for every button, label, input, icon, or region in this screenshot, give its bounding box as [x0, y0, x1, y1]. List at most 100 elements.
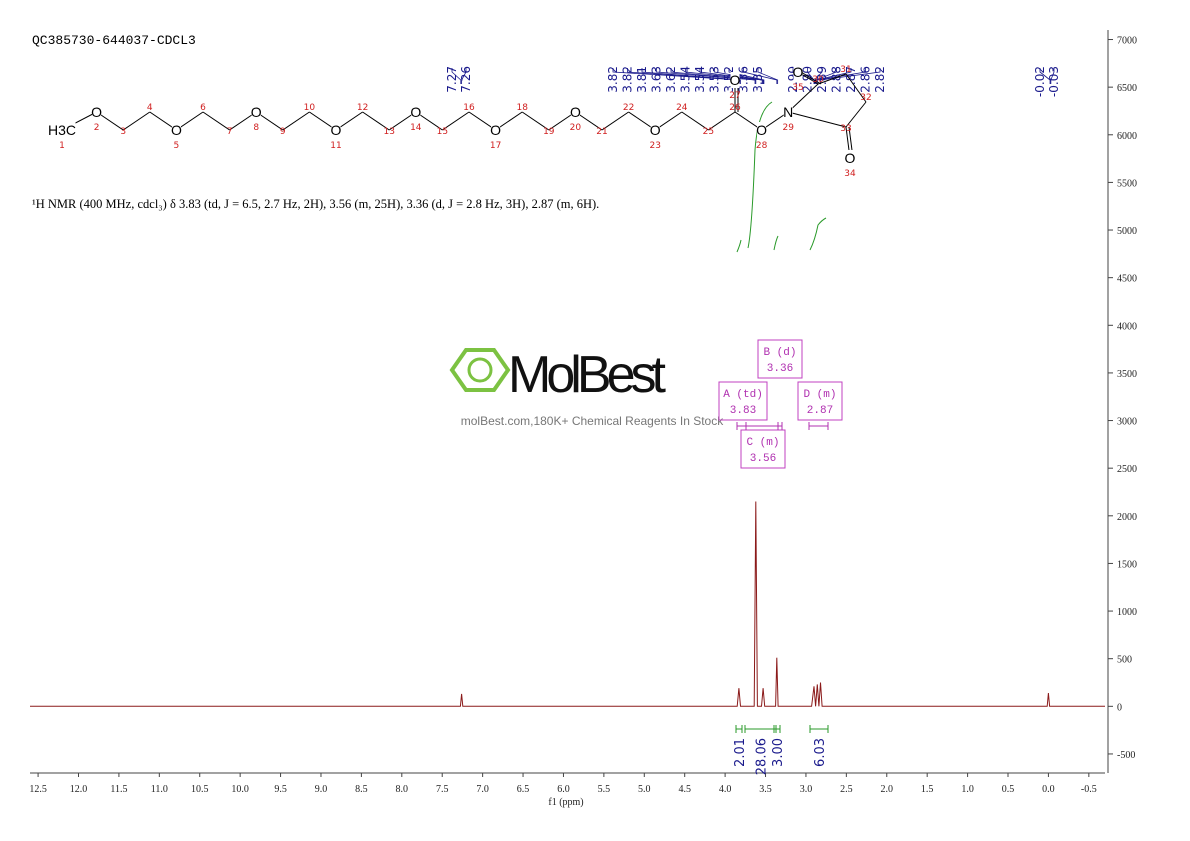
atom-number: 3: [120, 127, 126, 137]
atom-number: 25: [703, 127, 714, 137]
multiplet-box: [757, 339, 803, 379]
atom-symbol: O: [251, 104, 262, 120]
peak-connector: [757, 68, 779, 84]
atom-symbol: O: [650, 122, 661, 138]
x-tick-label: 6.0: [557, 784, 570, 795]
atom-symbol: O: [570, 104, 581, 120]
atom-symbol: O: [331, 122, 342, 138]
atom-number: 11: [330, 141, 341, 151]
bond: [601, 111, 629, 131]
atom-symbol: O: [756, 122, 767, 138]
multiplet-label: D (m): [803, 389, 836, 401]
multiplet-shift: 3.36: [767, 363, 793, 375]
nmr-description: ¹H NMR (400 MHz, cdcl₃) δ 3.83 (td, J = …: [32, 197, 600, 211]
atom-number: 15: [437, 127, 448, 137]
atom-bg: [411, 104, 421, 120]
bond: [800, 71, 822, 85]
logo: [449, 348, 511, 392]
peak-label: 3.35: [751, 66, 765, 93]
y-tick-label: 3000: [1117, 417, 1137, 428]
x-tick-label: 4.5: [678, 784, 691, 795]
peak-connector: [1050, 68, 1055, 84]
y-tick-label: 4000: [1117, 321, 1137, 332]
x-tick-label: 12.0: [70, 784, 88, 795]
bond: [787, 83, 819, 113]
y-tick-label: 7000: [1117, 36, 1137, 47]
brand: MolBest: [508, 346, 667, 404]
x-tick-label: 5.5: [598, 784, 611, 795]
atom-number: 7: [227, 127, 233, 137]
multiplet-shift: 2.87: [807, 405, 833, 417]
y-tick-label: 1000: [1117, 607, 1137, 618]
chart-title: QC385730-644037-CDCL3: [32, 33, 196, 48]
x-tick-label: 3.0: [800, 784, 813, 795]
peak-connector: [743, 68, 778, 84]
atom-bg: [48, 122, 76, 138]
y-tick-label: 3500: [1117, 369, 1137, 380]
multiplet-box: [797, 381, 843, 421]
atom-symbol: O: [490, 122, 501, 138]
atom-number: 13: [383, 127, 394, 137]
y-tick-label: 2000: [1117, 512, 1137, 523]
bond: [788, 111, 847, 128]
atom-bg: [92, 104, 102, 120]
bond: [845, 101, 867, 128]
x-tick-label: 9.0: [315, 784, 328, 795]
atom-number: 22: [623, 103, 634, 113]
atom-bg: [251, 104, 261, 120]
y-tick-label: 6500: [1117, 83, 1137, 94]
y-tick-label: 5500: [1117, 178, 1137, 189]
integral-bracket: [809, 725, 829, 733]
x-tick-label: 1.0: [961, 784, 974, 795]
integral-bracket: [735, 725, 743, 733]
y-tick-label: 500: [1117, 655, 1132, 666]
atom-symbol: O: [91, 104, 102, 120]
x-tick-label: 11.0: [151, 784, 168, 795]
x-tick-label: 0.0: [1042, 784, 1055, 795]
atom-number: 12: [357, 103, 368, 113]
peak-connector: [820, 68, 881, 84]
atom-symbol: O: [410, 104, 421, 120]
peak-connector: [451, 68, 462, 84]
atom-bg: [171, 122, 181, 138]
bond: [708, 111, 736, 131]
atom-number: 35: [792, 83, 803, 93]
atom-bg: [845, 150, 855, 166]
bond: [442, 111, 470, 131]
atom-number: 19: [543, 127, 555, 137]
x-tick-label: 1.5: [921, 784, 934, 795]
atom-number: 9: [280, 127, 286, 137]
peak-label: 2.90: [801, 66, 815, 93]
bond: [282, 111, 310, 131]
multiplet-shift: 3.83: [730, 405, 756, 417]
x-tick-label: 5.0: [638, 784, 651, 795]
atom-number: 14: [410, 123, 422, 133]
atom-symbol: O: [793, 64, 804, 80]
atom-number: 18: [516, 103, 528, 113]
peak-label: -0.02: [1033, 66, 1047, 97]
y-tick-label: 5000: [1117, 226, 1137, 237]
x-tick-label: 6.5: [517, 784, 530, 795]
bond: [202, 111, 230, 131]
x-tick-label: 7.5: [436, 784, 449, 795]
bond: [521, 111, 550, 131]
integral-curves: [736, 101, 827, 253]
multiplet-range: [808, 422, 829, 430]
x-tick-label: 2.5: [840, 784, 853, 795]
y-tick-label: -500: [1117, 750, 1135, 761]
atom-number: 24: [676, 103, 688, 113]
atom-bg: [793, 64, 803, 80]
peak-label: 7.27: [445, 66, 459, 93]
x-tick-label: 11.5: [110, 784, 127, 795]
atom-bg: [570, 104, 580, 120]
multiplet-box: [740, 429, 786, 469]
atom-number: 2: [94, 123, 100, 133]
y-tick-label: 6000: [1117, 131, 1137, 142]
x-tick-label: 7.0: [476, 784, 489, 795]
atom-number: 31: [840, 65, 851, 75]
atom-number: 4: [147, 103, 153, 113]
multiplet-label: C (m): [746, 437, 779, 449]
atom-number: 23: [649, 141, 660, 151]
integral-bracket: [773, 725, 781, 733]
